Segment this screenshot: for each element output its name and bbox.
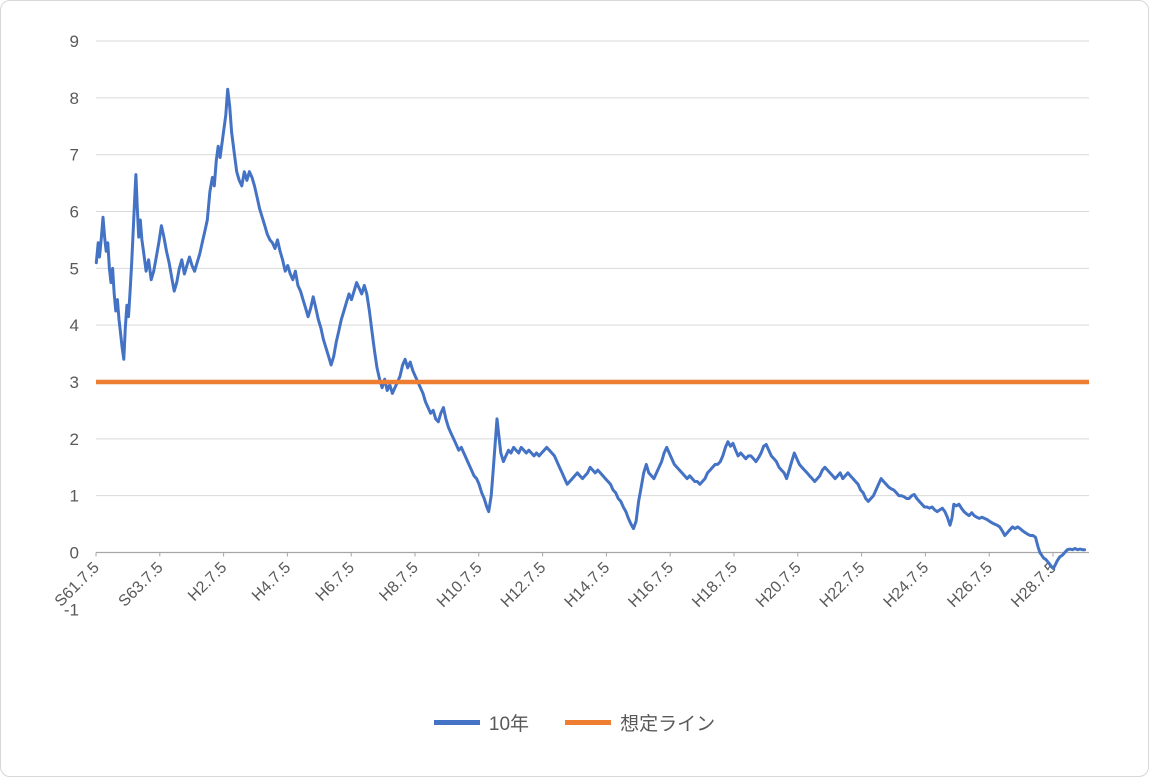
x-axis-tick-label: H20.7.5 (753, 559, 805, 611)
x-axis-tick-label: H22.7.5 (817, 559, 869, 611)
legend-label-assumed-line: 想定ライン (620, 713, 716, 735)
y-axis-tick-label: 0 (70, 544, 79, 563)
x-axis-tick-label: H26.7.5 (944, 559, 996, 611)
y-axis-tick-label: 4 (70, 316, 79, 335)
x-axis-tick-label: H16.7.5 (625, 559, 677, 611)
x-axis-tick-label: H4.7.5 (249, 559, 294, 604)
legend-item-10yr: 10年 (433, 709, 530, 736)
y-axis-tick-label: 8 (70, 89, 79, 108)
series-10yr-line (94, 87, 1087, 570)
x-axis-tick-label: H12.7.5 (498, 559, 550, 611)
y-axis-tick-label: 2 (70, 430, 79, 449)
legend-line-assumed-swatch (565, 719, 612, 725)
legend-line-10yr-swatch (433, 719, 480, 725)
x-axis-tick-label: S63.7.5 (116, 559, 167, 610)
x-axis-tick-label: H10.7.5 (434, 559, 486, 611)
y-axis-tick-label: 5 (70, 259, 79, 278)
y-axis-tick-label: 1 (70, 487, 79, 506)
x-axis-tick-label: H24.7.5 (881, 559, 933, 611)
y-axis-tick-label: 7 (70, 146, 79, 165)
y-axis-tick-label: 6 (70, 203, 79, 222)
x-axis-tick-label: H2.7.5 (185, 559, 230, 604)
y-axis-tick-label: 9 (70, 32, 79, 51)
y-axis-tick-label: -1 (64, 600, 79, 619)
legend: 10年 想定ライン (1, 702, 1148, 742)
x-axis-tick-label: H6.7.5 (313, 559, 358, 604)
x-axis-tick-label: H8.7.5 (376, 559, 421, 604)
legend-item-assumed-line: 想定ライン (565, 709, 715, 736)
x-axis-tick-label: H18.7.5 (689, 559, 741, 611)
legend-label-10yr: 10年 (488, 713, 530, 735)
x-axis-tick-label: H14.7.5 (562, 559, 614, 611)
y-axis-tick-label: 3 (70, 373, 79, 392)
